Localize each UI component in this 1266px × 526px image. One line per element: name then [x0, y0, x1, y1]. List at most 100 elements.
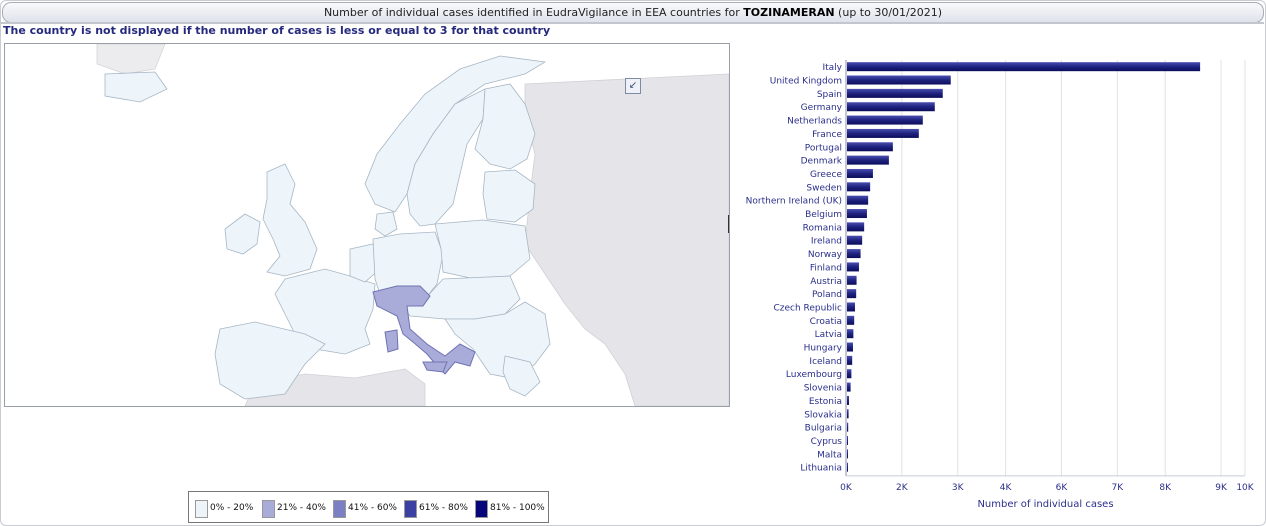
- bar: [847, 75, 951, 85]
- bar: [847, 222, 865, 232]
- category-label: Sweden: [806, 183, 842, 193]
- map-germany[interactable]: [372, 231, 444, 303]
- splitter-handle[interactable]: [728, 215, 733, 233]
- map-balkans[interactable]: [444, 301, 551, 380]
- category-label: Greece: [810, 170, 842, 180]
- x-tick-label: 10K: [1236, 483, 1254, 493]
- map-greece[interactable]: [502, 355, 541, 397]
- bar: [847, 302, 855, 312]
- category-label: Ireland: [811, 237, 842, 247]
- bar: [847, 355, 853, 365]
- category-label: Latvia: [815, 330, 842, 340]
- map-benelux[interactable]: [349, 243, 381, 283]
- bar: [847, 275, 857, 285]
- x-tick-label: 0K: [840, 483, 853, 493]
- legend-label: 61% - 80%: [419, 503, 468, 513]
- bar: [847, 235, 863, 245]
- category-label: Denmark: [801, 157, 843, 167]
- collapse-arrow-icon[interactable]: ↙: [625, 78, 641, 94]
- bar: [847, 422, 849, 432]
- title-product: TOZINAMERAN: [743, 6, 835, 19]
- category-label: Slovakia: [804, 410, 842, 420]
- bar: [847, 395, 849, 405]
- map-iceland[interactable]: [104, 71, 168, 103]
- bar: [847, 142, 893, 152]
- bar: [847, 182, 871, 192]
- bar: [847, 115, 923, 125]
- map-ireland[interactable]: [224, 213, 261, 255]
- category-label: Austria: [810, 277, 842, 287]
- map-finland[interactable]: [474, 83, 536, 170]
- x-tick-label: 6K: [1056, 483, 1069, 493]
- map-outside-north: [96, 44, 166, 75]
- category-label: Italy: [822, 63, 842, 73]
- category-label: Netherlands: [787, 117, 842, 127]
- category-label: Germany: [801, 103, 843, 113]
- bar: [847, 369, 852, 379]
- category-label: Malta: [817, 450, 842, 460]
- category-label: Northern Ireland (UK): [746, 197, 842, 207]
- x-tick-label: 7K: [1111, 483, 1124, 493]
- category-label: Romania: [803, 223, 842, 233]
- map-sardinia[interactable]: [384, 329, 399, 353]
- bar: [847, 435, 848, 445]
- bar: [847, 315, 855, 325]
- bar: [847, 249, 861, 259]
- x-tick-label: 3K: [952, 483, 965, 493]
- map-great-britain[interactable]: [262, 163, 318, 277]
- bar: [847, 382, 851, 392]
- legend-label: 21% - 40%: [277, 503, 326, 513]
- bar: [847, 128, 919, 138]
- category-label: Lithuania: [800, 464, 842, 474]
- category-label: Finland: [810, 263, 842, 273]
- map-canvas[interactable]: [5, 44, 729, 406]
- x-tick-label: 8K: [1159, 483, 1172, 493]
- category-label: Poland: [812, 290, 842, 300]
- category-label: Cyprus: [811, 437, 843, 447]
- x-axis-title: Number of individual cases: [977, 499, 1113, 510]
- x-tick-label: 2K: [896, 483, 909, 493]
- map-sweden[interactable]: [406, 88, 486, 227]
- category-label: Iceland: [809, 357, 842, 367]
- category-label: Bulgaria: [805, 424, 842, 434]
- map-baltics[interactable]: [482, 169, 536, 223]
- category-label: United Kingdom: [770, 77, 842, 87]
- legend-label: 41% - 60%: [348, 503, 397, 513]
- map-italy[interactable]: [372, 285, 476, 375]
- x-tick-label: 9K: [1215, 483, 1228, 493]
- bar: [847, 462, 848, 472]
- panel-divider: [0, 22, 1264, 526]
- category-label: Czech Republic: [773, 303, 842, 313]
- title-prefix: Number of individual cases identified in…: [323, 6, 744, 19]
- map-denmark[interactable]: [374, 211, 398, 237]
- legend-label: 81% - 100%: [490, 503, 545, 513]
- category-label: Spain: [817, 90, 842, 100]
- europe-map[interactable]: ↙: [4, 43, 730, 407]
- x-tick-label: 4K: [1000, 483, 1013, 493]
- map-iberia[interactable]: [214, 321, 326, 400]
- cases-bar-chart: 0K 2K 3K 4K 6K 7K 8K 9K 10K Italy United Kingdom Sp…: [746, 60, 1255, 510]
- map-poland[interactable]: [434, 219, 531, 280]
- title-suffix: (up to 30/01/2021): [834, 6, 943, 19]
- bar: [847, 409, 849, 419]
- bar: [847, 342, 853, 352]
- legend-swatch: [333, 500, 346, 518]
- map-sicily[interactable]: [422, 361, 448, 373]
- bar: [847, 329, 854, 339]
- legend-swatch: [195, 500, 208, 518]
- category-label: Estonia: [809, 397, 842, 407]
- category-label: Luxembourg: [786, 370, 842, 380]
- bar: [847, 262, 859, 272]
- legend-swatch: [475, 500, 488, 518]
- category-label: France: [812, 130, 842, 140]
- category-label: Hungary: [804, 344, 843, 354]
- display-note: The country is not displayed if the numb…: [3, 24, 551, 37]
- category-label: Portugal: [805, 143, 842, 153]
- bar: [847, 209, 867, 219]
- bar: [847, 155, 889, 165]
- report-title: Number of individual cases identified in…: [2, 2, 1264, 23]
- map-central[interactable]: [399, 275, 521, 320]
- category-label: Norway: [808, 250, 843, 260]
- map-outside-east: [524, 73, 729, 406]
- bar: [847, 88, 943, 98]
